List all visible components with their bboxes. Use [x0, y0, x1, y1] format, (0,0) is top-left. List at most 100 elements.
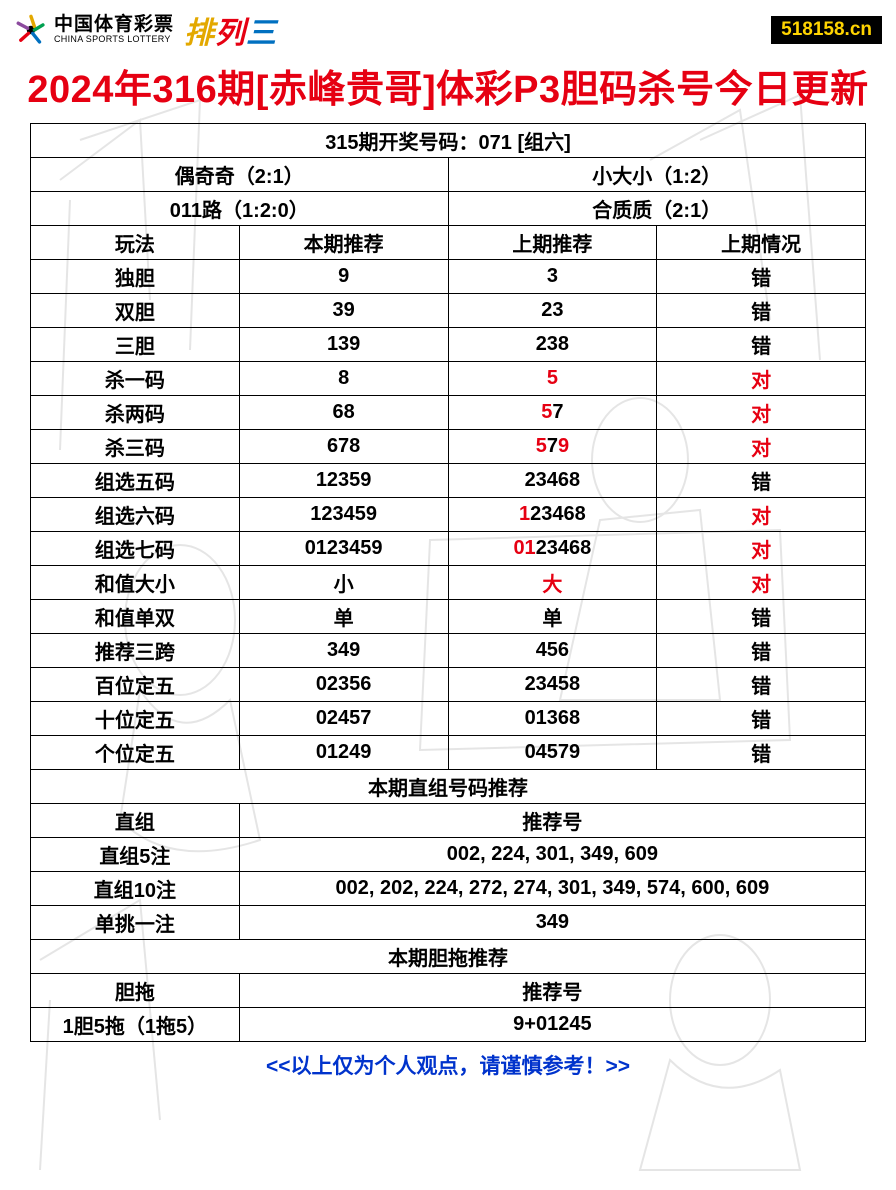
- table-row: 组选五码1235923468错: [31, 464, 866, 498]
- play-cell: 个位定五: [31, 736, 240, 770]
- play-cell: 杀两码: [31, 396, 240, 430]
- play-cell: 组选七码: [31, 532, 240, 566]
- prev-cell: 单: [448, 600, 657, 634]
- lottery-logo-icon: [14, 13, 48, 47]
- table-row: 和值单双单单错: [31, 600, 866, 634]
- section2-sub: 推荐号: [239, 804, 865, 838]
- current-cell: 12359: [239, 464, 448, 498]
- prev-cell: 04579: [448, 736, 657, 770]
- section3-sub: 推荐号: [239, 974, 865, 1008]
- result-cell: 对: [657, 498, 866, 532]
- result-cell: 对: [657, 532, 866, 566]
- summary-cell: 小大小（1:2）: [448, 158, 866, 192]
- table-row: 双胆3923错: [31, 294, 866, 328]
- current-cell: 02457: [239, 702, 448, 736]
- result-cell: 对: [657, 396, 866, 430]
- header: 中国体育彩票 CHINA SPORTS LOTTERY 排列三 518158.c…: [0, 0, 896, 56]
- play-cell: 独胆: [31, 260, 240, 294]
- prev-cell: 23458: [448, 668, 657, 702]
- table-row: 1胆5拖（1拖5）9+01245: [31, 1008, 866, 1042]
- current-cell: 01249: [239, 736, 448, 770]
- current-cell: 8: [239, 362, 448, 396]
- prev-cell: 23: [448, 294, 657, 328]
- section2-header: 本期直组号码推荐: [31, 770, 866, 804]
- table-row: 推荐三跨349456错: [31, 634, 866, 668]
- prev-cell: 456: [448, 634, 657, 668]
- col-header: 上期情况: [657, 226, 866, 260]
- current-cell: 小: [239, 566, 448, 600]
- section3-header: 本期胆拖推荐: [31, 940, 866, 974]
- play-cell: 三胆: [31, 328, 240, 362]
- label-cell: 1胆5拖（1拖5）: [31, 1008, 240, 1042]
- label-cell: 直组10注: [31, 872, 240, 906]
- result-cell: 错: [657, 600, 866, 634]
- result-cell: 错: [657, 668, 866, 702]
- table-row: 杀两码6857对: [31, 396, 866, 430]
- page-title: 2024年316期[赤峰贵哥]体彩P3胆码杀号今日更新: [0, 56, 896, 123]
- table-row: 组选六码123459123468对: [31, 498, 866, 532]
- play-cell: 杀一码: [31, 362, 240, 396]
- col-header: 玩法: [31, 226, 240, 260]
- play-cell: 组选六码: [31, 498, 240, 532]
- table-row: 直组5注002, 224, 301, 349, 609: [31, 838, 866, 872]
- summary-cell: 011路（1:2:0）: [31, 192, 449, 226]
- table-row: 十位定五0245701368错: [31, 702, 866, 736]
- current-cell: 0123459: [239, 532, 448, 566]
- prev-cell: 123468: [448, 498, 657, 532]
- value-cell: 002, 202, 224, 272, 274, 301, 349, 574, …: [239, 872, 865, 906]
- table-row: 组选七码01234590123468对: [31, 532, 866, 566]
- play-cell: 双胆: [31, 294, 240, 328]
- result-cell: 错: [657, 736, 866, 770]
- table-row: 独胆93错: [31, 260, 866, 294]
- play-cell: 和值单双: [31, 600, 240, 634]
- label-cell: 直组5注: [31, 838, 240, 872]
- prev-cell: 0123468: [448, 532, 657, 566]
- play-cell: 杀三码: [31, 430, 240, 464]
- summary-cell: 偶奇奇（2:1）: [31, 158, 449, 192]
- footer-note: <<以上仅为个人观点，请谨慎参考！>>: [30, 1042, 866, 1080]
- result-cell: 错: [657, 464, 866, 498]
- result-cell: 错: [657, 702, 866, 736]
- prev-cell: 01368: [448, 702, 657, 736]
- summary-cell: 合质质（2:1）: [448, 192, 866, 226]
- table-row: 直组10注002, 202, 224, 272, 274, 301, 349, …: [31, 872, 866, 906]
- result-cell: 错: [657, 634, 866, 668]
- main-table: 315期开奖号码：071 [组六] 偶奇奇（2:1） 小大小（1:2） 011路…: [30, 123, 866, 1042]
- current-cell: 678: [239, 430, 448, 464]
- table-row: 单挑一注349: [31, 906, 866, 940]
- play-cell: 十位定五: [31, 702, 240, 736]
- current-cell: 02356: [239, 668, 448, 702]
- current-cell: 349: [239, 634, 448, 668]
- current-cell: 123459: [239, 498, 448, 532]
- current-cell: 68: [239, 396, 448, 430]
- result-cell: 错: [657, 260, 866, 294]
- logo-cn-text: 中国体育彩票: [54, 15, 174, 35]
- col-header: 上期推荐: [448, 226, 657, 260]
- label-cell: 单挑一注: [31, 906, 240, 940]
- result-cell: 对: [657, 362, 866, 396]
- current-cell: 39: [239, 294, 448, 328]
- value-cell: 9+01245: [239, 1008, 865, 1042]
- table-row: 杀一码85对: [31, 362, 866, 396]
- prev-cell: 579: [448, 430, 657, 464]
- draw-header: 315期开奖号码：071 [组六]: [31, 124, 866, 158]
- section2-sub: 直组: [31, 804, 240, 838]
- prev-cell: 57: [448, 396, 657, 430]
- result-cell: 错: [657, 294, 866, 328]
- value-cell: 002, 224, 301, 349, 609: [239, 838, 865, 872]
- current-cell: 单: [239, 600, 448, 634]
- logo-en-text: CHINA SPORTS LOTTERY: [54, 35, 174, 44]
- section3-sub: 胆拖: [31, 974, 240, 1008]
- result-cell: 错: [657, 328, 866, 362]
- table-row: 杀三码678579对: [31, 430, 866, 464]
- prev-cell: 238: [448, 328, 657, 362]
- col-header: 本期推荐: [239, 226, 448, 260]
- pailie-logo: 排列三: [184, 8, 277, 52]
- table-row: 个位定五0124904579错: [31, 736, 866, 770]
- result-cell: 对: [657, 430, 866, 464]
- play-cell: 百位定五: [31, 668, 240, 702]
- table-row: 三胆139238错: [31, 328, 866, 362]
- prev-cell: 23468: [448, 464, 657, 498]
- play-cell: 推荐三跨: [31, 634, 240, 668]
- site-badge: 518158.cn: [771, 16, 882, 44]
